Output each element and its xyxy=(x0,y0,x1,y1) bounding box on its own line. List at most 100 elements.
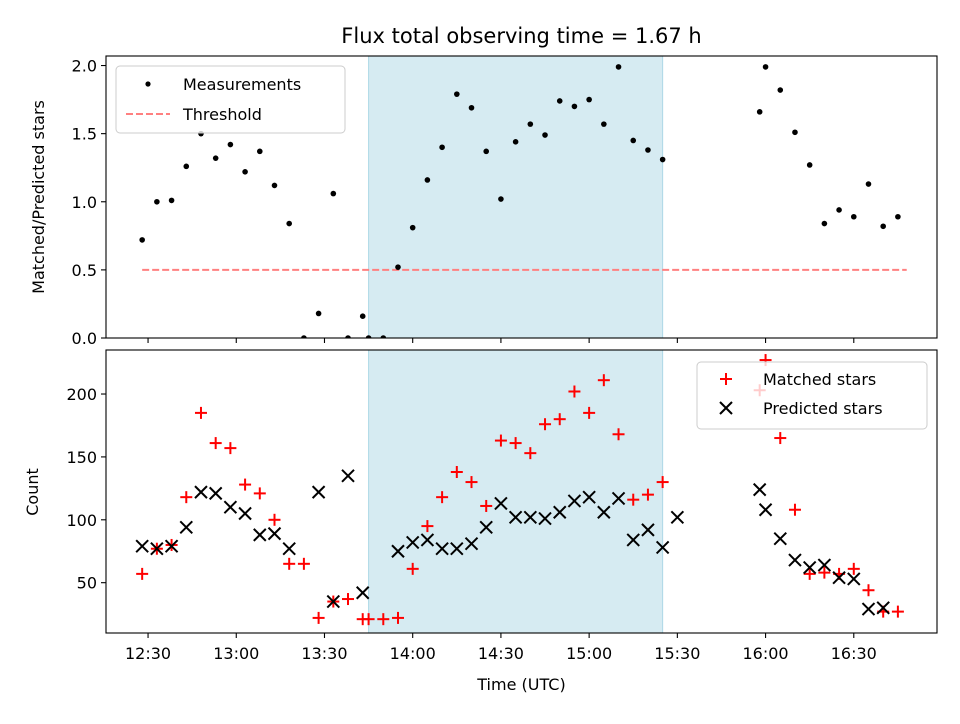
top-ytick-label: 0.0 xyxy=(72,329,97,348)
top-ytick-label: 1.5 xyxy=(72,125,97,144)
bottom-ytick-label: 50 xyxy=(77,574,97,593)
matched-star-point xyxy=(239,478,252,491)
matched-star-point xyxy=(862,584,875,597)
predicted-stars-series xyxy=(135,469,890,616)
measurement-point xyxy=(365,335,372,338)
predicted-star-point xyxy=(164,539,179,553)
measurement-point xyxy=(836,207,842,213)
predicted-star-point xyxy=(356,586,370,600)
predicted-star-point xyxy=(494,496,508,511)
top-legend-box xyxy=(115,65,346,134)
bottom-ytick-label: 200 xyxy=(66,385,97,404)
predicted-star-point xyxy=(582,490,596,504)
measurement-point xyxy=(498,196,504,202)
bottom-shade-band xyxy=(368,349,664,634)
legend-measurements-marker xyxy=(145,81,151,87)
predicted-star-point xyxy=(832,570,846,585)
matched-star-point xyxy=(268,513,281,526)
predicted-star-point xyxy=(253,528,267,542)
predicted-star-point xyxy=(508,510,523,524)
top-ytick-label: 2.0 xyxy=(72,57,97,76)
measurement-point xyxy=(630,137,637,144)
measurement-point xyxy=(556,98,563,104)
measurement-point xyxy=(380,335,387,338)
measurement-point xyxy=(880,223,886,230)
top-ytick-label: 1.0 xyxy=(72,193,97,212)
measurement-point xyxy=(359,313,366,320)
top-ytick-label: 0.5 xyxy=(72,261,97,280)
measurement-point xyxy=(301,335,307,338)
matched-star-point xyxy=(342,593,355,606)
predicted-star-point xyxy=(179,520,193,535)
predicted-star-point xyxy=(553,505,567,519)
matched-star-point xyxy=(377,613,390,626)
predicted-star-point xyxy=(150,542,164,556)
predicted-star-point xyxy=(326,594,341,609)
measurement-point xyxy=(756,109,763,115)
matched-star-point xyxy=(224,442,237,455)
measurements-series xyxy=(139,64,901,338)
matched-star-point xyxy=(391,611,404,624)
bottom-x-axis-label: Time (UTC) xyxy=(476,675,565,694)
predicted-star-point xyxy=(861,602,876,616)
measurement-point xyxy=(454,91,460,97)
predicted-star-point xyxy=(223,500,238,514)
predicted-star-point xyxy=(464,536,479,551)
measurement-point xyxy=(806,162,813,168)
matched-star-point xyxy=(436,491,449,504)
measurement-point xyxy=(586,96,592,103)
predicted-star-point xyxy=(311,485,326,499)
bottom-xtick-label: 12:30 xyxy=(125,644,171,663)
measurement-point xyxy=(183,163,190,170)
measurement-point xyxy=(271,182,278,189)
bottom-y-axis-label: Count xyxy=(23,468,42,516)
measurement-point xyxy=(527,121,534,127)
measurement-point xyxy=(227,141,234,148)
matched-star-point xyxy=(612,428,625,441)
bottom-xtick-label: 15:00 xyxy=(566,644,612,663)
matched-star-point xyxy=(583,406,596,419)
measurement-point xyxy=(542,132,548,138)
legend-predicted-marker xyxy=(719,401,733,415)
measurement-point xyxy=(615,64,622,70)
measurement-point xyxy=(821,220,828,227)
measurement-point xyxy=(315,310,322,317)
predicted-star-point xyxy=(876,601,890,615)
measurement-point xyxy=(895,213,901,220)
bottom-xtick-label: 13:30 xyxy=(301,644,347,663)
matched-star-point xyxy=(847,562,860,575)
top-axis-ticks: 0.0 0.5 1.0 1.5 2.0 xyxy=(72,57,855,348)
matched-star-point xyxy=(524,447,537,460)
predicted-star-point xyxy=(523,510,538,524)
measurement-point xyxy=(850,213,857,220)
matched-star-point xyxy=(406,562,419,575)
predicted-star-point xyxy=(788,553,802,567)
top-observing-window-shade xyxy=(368,55,664,339)
bottom-xtick-label: 13:00 xyxy=(213,644,259,663)
matched-star-point xyxy=(421,520,434,533)
legend-measurements-label: Measurements xyxy=(183,75,301,94)
bottom-xtick-label: 16:00 xyxy=(743,644,789,663)
bottom-panel-frame xyxy=(105,349,938,634)
matched-star-point xyxy=(283,557,296,570)
predicted-star-point xyxy=(773,531,787,546)
predicted-star-point xyxy=(208,486,223,501)
matched-star-point xyxy=(656,476,669,489)
measurement-point xyxy=(395,264,401,270)
measurement-point xyxy=(212,155,219,161)
measurement-point xyxy=(792,129,798,136)
predicted-star-point xyxy=(405,535,420,550)
matched-star-point xyxy=(539,418,552,431)
bottom-observing-window-shade xyxy=(368,349,664,634)
measurement-point xyxy=(286,220,292,227)
measurement-point xyxy=(645,147,651,153)
measurement-point xyxy=(571,103,578,110)
measurement-point xyxy=(601,121,607,127)
matched-star-point xyxy=(297,557,310,570)
matched-star-point xyxy=(480,499,493,512)
legend-matched-label: Matched stars xyxy=(763,370,876,389)
legend-threshold-label: Threshold xyxy=(182,105,262,124)
predicted-star-point xyxy=(670,510,685,524)
